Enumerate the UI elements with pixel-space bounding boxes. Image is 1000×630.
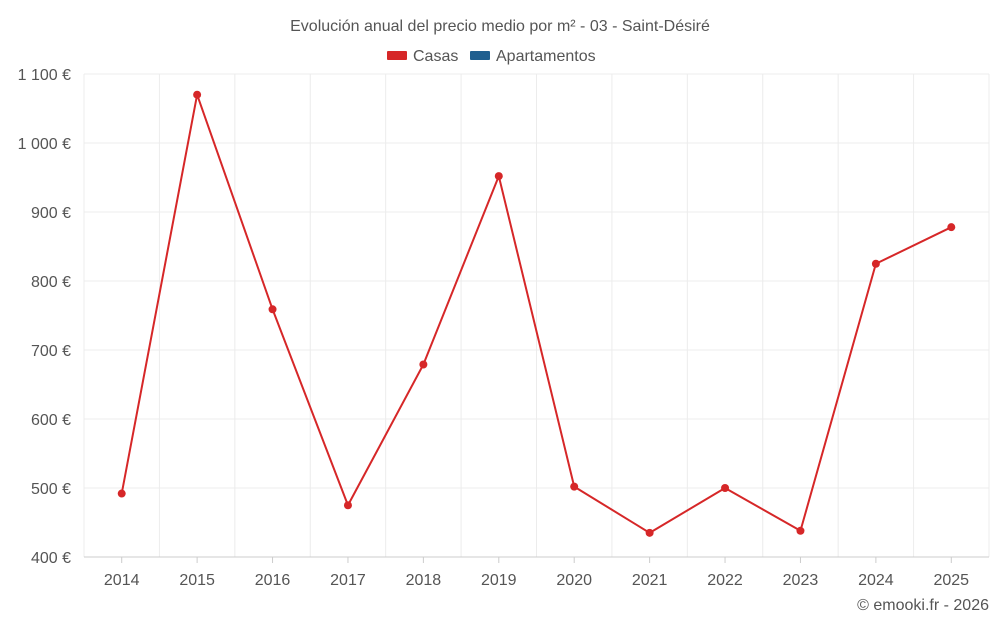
legend-label-casas: Casas	[413, 48, 458, 65]
legend-label-apartamentos: Apartamentos	[496, 48, 596, 65]
grid	[83, 73, 990, 558]
data-point-casas[interactable]	[268, 305, 277, 314]
x-tick-label: 2019	[481, 572, 517, 589]
y-tick-label: 1 000 €	[18, 136, 71, 153]
data-point-casas[interactable]	[871, 259, 880, 268]
y-tick-label: 600 €	[31, 412, 71, 429]
x-tick-label: 2014	[104, 572, 140, 589]
data-point-casas[interactable]	[796, 526, 805, 535]
y-tick-label: 700 €	[31, 343, 71, 360]
data-point-casas[interactable]	[570, 482, 579, 491]
data-point-casas[interactable]	[343, 501, 352, 510]
legend: Casas Apartamentos	[387, 48, 596, 65]
y-tick-label: 900 €	[31, 205, 71, 222]
series-line-casas	[120, 93, 952, 534]
x-tick-label: 2022	[707, 572, 743, 589]
y-tick-label: 800 €	[31, 274, 71, 291]
legend-item-casas[interactable]: Casas	[387, 48, 458, 65]
y-tick-label: 400 €	[31, 550, 71, 567]
legend-swatch-casas	[387, 51, 407, 60]
x-tick-label: 2025	[933, 572, 969, 589]
chart-title: Evolución anual del precio medio por m² …	[290, 18, 710, 35]
x-tick-label: 2024	[858, 572, 894, 589]
axes: 400 € 500 € 600 € 700 € 800 € 900 € 1 000 € 1 1…	[18, 67, 989, 589]
y-tick-label: 1 100 €	[18, 67, 71, 84]
x-tick-label: 2015	[179, 572, 215, 589]
x-tick-label: 2023	[783, 572, 819, 589]
x-tick-label: 2016	[255, 572, 291, 589]
data-point-casas[interactable]	[947, 223, 956, 232]
data-point-casas[interactable]	[193, 90, 202, 99]
data-point-casas[interactable]	[494, 172, 503, 181]
data-point-casas[interactable]	[117, 489, 126, 498]
legend-swatch-apartamentos	[470, 51, 490, 60]
data-point-casas[interactable]	[645, 528, 654, 537]
legend-item-apartamentos[interactable]: Apartamentos	[470, 48, 596, 65]
data-point-casas[interactable]	[721, 484, 730, 492]
series-layer	[117, 90, 956, 537]
x-tick-label: 2018	[406, 572, 442, 589]
data-point-casas[interactable]	[419, 360, 428, 369]
credit-text: © emooki.fr - 2026	[857, 597, 989, 614]
x-tick-label: 2017	[330, 572, 366, 589]
x-tick-label: 2020	[556, 572, 592, 589]
x-tick-label: 2021	[632, 572, 668, 589]
y-tick-label: 500 €	[31, 481, 71, 498]
